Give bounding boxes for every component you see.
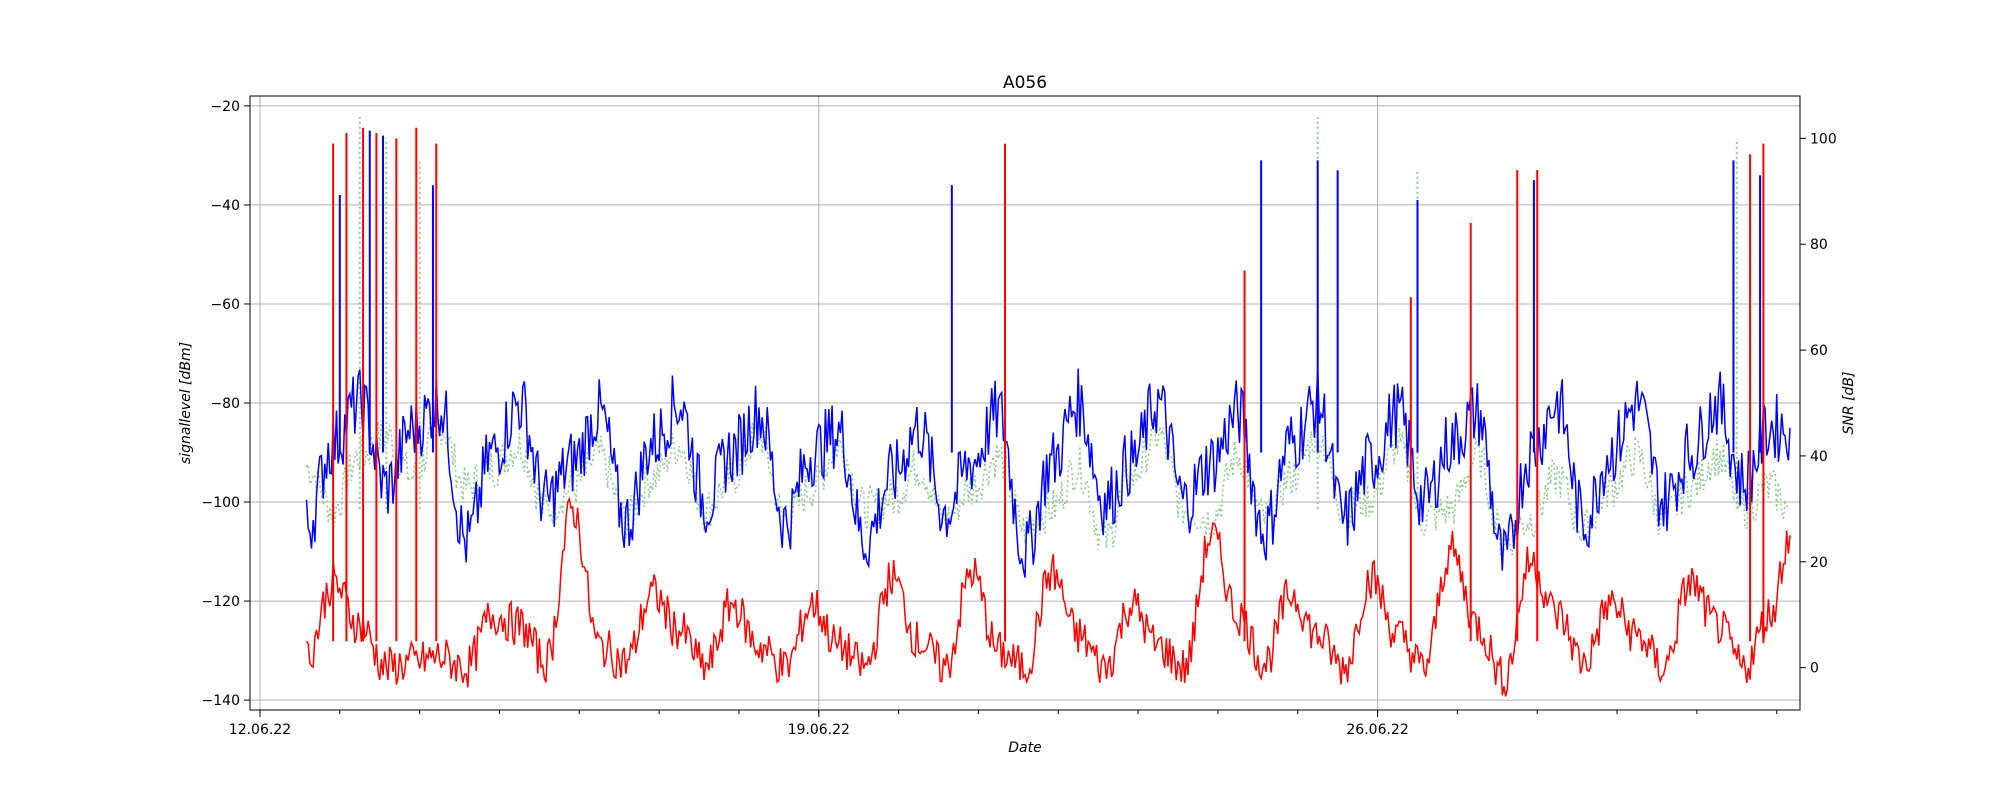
y-axis-label: signallevel [dBm] — [178, 342, 194, 464]
y-tick-label: −80 — [210, 396, 240, 412]
y2-axis-label: SNR [dB] — [1841, 372, 1857, 435]
x-axis-label: Date — [1008, 740, 1041, 756]
y2-tick-label: 80 — [1810, 237, 1828, 253]
y-tick-label: −60 — [210, 297, 240, 313]
x-tick-label: 12.06.22 — [229, 722, 291, 738]
y-tick-label: −20 — [210, 99, 240, 115]
y2-tick-label: 40 — [1810, 449, 1828, 465]
y-tick-label: −100 — [202, 495, 240, 511]
x-tick-label: 26.06.22 — [1346, 722, 1408, 738]
series-line-1 — [305, 496, 1791, 697]
grid — [250, 96, 1800, 710]
x-tick-label: 19.06.22 — [788, 722, 850, 738]
y2-tick-label: 100 — [1810, 131, 1837, 147]
y2-tick-label: 0 — [1810, 661, 1819, 677]
chart-title: A056 — [1003, 73, 1047, 93]
y2-tick-label: 20 — [1810, 555, 1828, 571]
axes: −140 −120 −100 −80 −60 −40 −20 0 20 40 60 80 100 12.0… — [202, 99, 1837, 738]
y2-tick-label: 60 — [1810, 343, 1828, 359]
y-tick-label: −120 — [202, 594, 240, 610]
series-line-0 — [305, 368, 1791, 578]
y-tick-label: −40 — [210, 198, 240, 214]
y-tick-label: −140 — [202, 693, 240, 709]
series-area — [305, 117, 1791, 697]
